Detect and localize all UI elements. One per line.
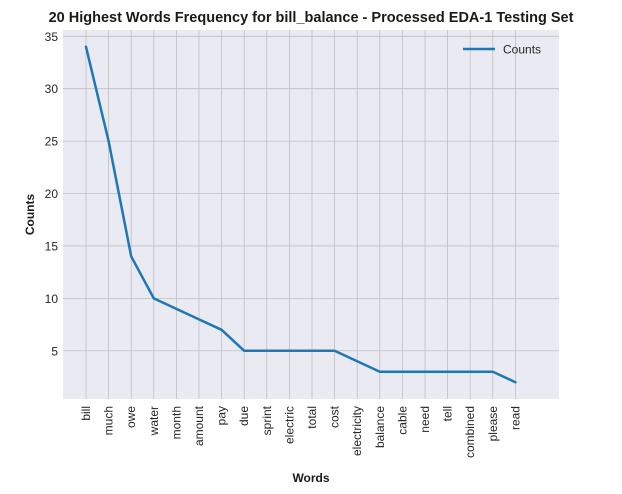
x-tick-label: month bbox=[169, 406, 183, 439]
y-tick-labels: 5 10 15 20 25 30 35 bbox=[45, 30, 59, 358]
y-tick-label: 10 bbox=[45, 292, 59, 306]
x-tick-label: pay bbox=[215, 406, 229, 425]
grid-lines bbox=[63, 30, 559, 399]
x-tick-label: electric bbox=[282, 406, 296, 444]
x-tick-label: balance bbox=[373, 406, 387, 448]
x-tick-label: combined bbox=[463, 406, 477, 458]
y-tick-label: 35 bbox=[45, 30, 59, 44]
x-tick-label: water bbox=[147, 406, 161, 436]
legend: Counts bbox=[463, 43, 541, 57]
x-tick-label: need bbox=[418, 406, 432, 433]
series-line-counts bbox=[84, 45, 517, 384]
y-tick-label: 25 bbox=[45, 135, 59, 149]
x-tick-label: amount bbox=[192, 405, 206, 446]
x-tick-label: due bbox=[237, 406, 251, 426]
plot-area bbox=[63, 30, 559, 399]
chart-title: 20 Highest Words Frequency for bill_bala… bbox=[49, 10, 574, 26]
x-axis-label: Words bbox=[292, 471, 329, 485]
x-tick-label: owe bbox=[124, 406, 138, 428]
x-tick-label: read bbox=[508, 406, 522, 430]
x-tick-label: total bbox=[305, 406, 319, 429]
x-tick-label: sprint bbox=[260, 405, 274, 435]
y-axis-label: Counts bbox=[23, 194, 37, 236]
x-tick-label: cable bbox=[395, 406, 409, 435]
x-tick-label: please bbox=[486, 406, 500, 442]
series-group bbox=[84, 45, 517, 384]
y-tick-label: 30 bbox=[45, 82, 59, 96]
x-tick-labels: bill much owe water month amount pay due sprint e… bbox=[79, 405, 522, 458]
x-tick-label: tell bbox=[441, 406, 455, 421]
y-tick-label: 15 bbox=[45, 239, 59, 253]
y-tick-label: 5 bbox=[51, 344, 58, 358]
x-tick-label: electricity bbox=[350, 406, 364, 456]
legend-label: Counts bbox=[503, 43, 541, 57]
x-tick-label: bill bbox=[79, 406, 93, 421]
x-tick-label: cost bbox=[328, 405, 342, 428]
y-tick-label: 20 bbox=[45, 187, 59, 201]
x-tick-label: much bbox=[102, 406, 116, 435]
